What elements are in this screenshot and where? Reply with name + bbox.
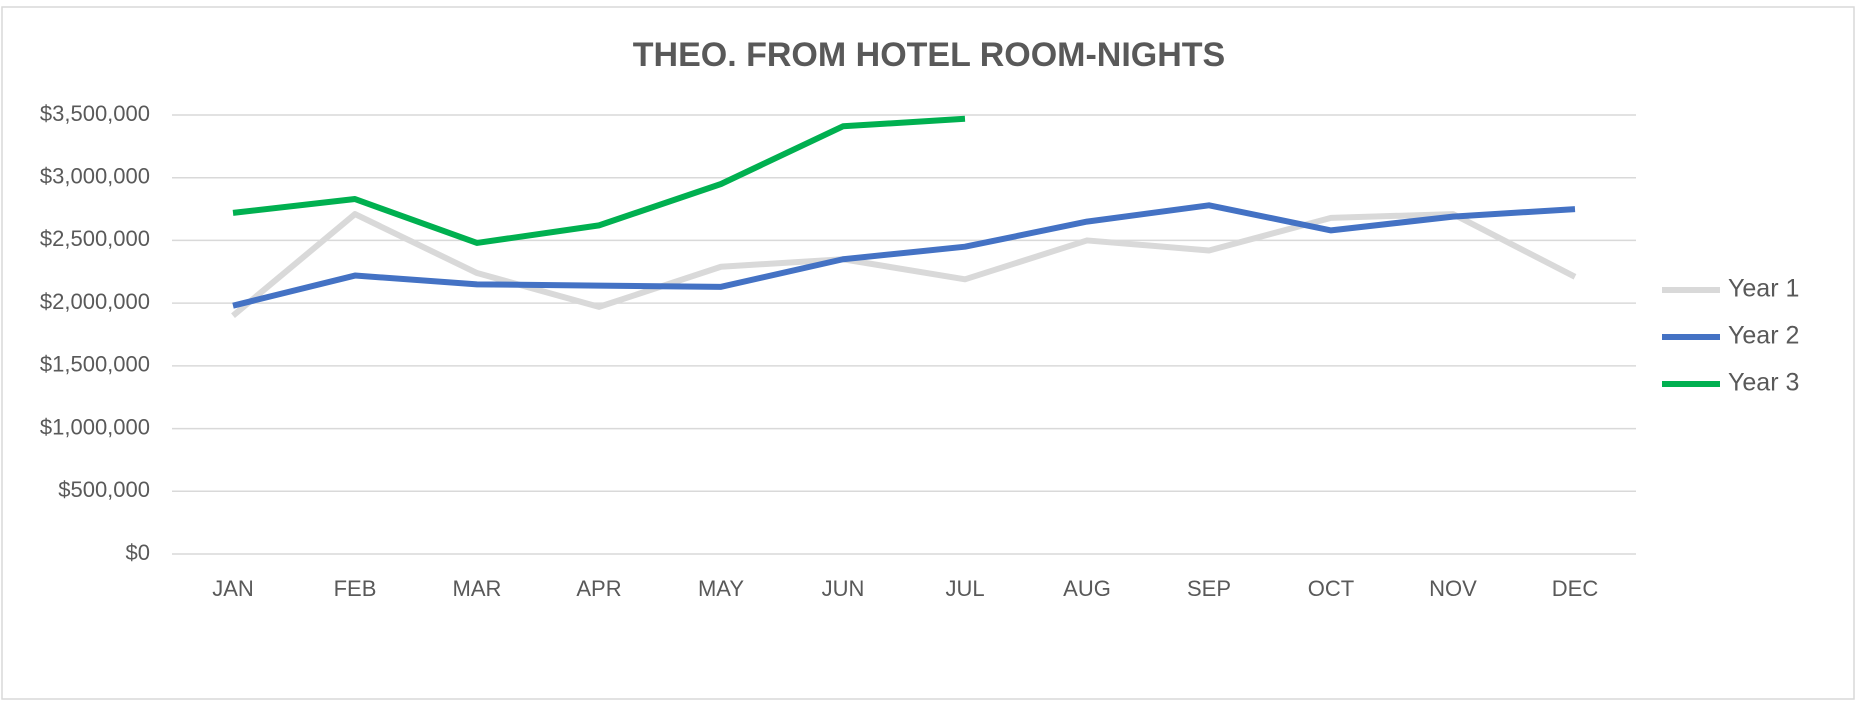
x-tick-label: FEB (334, 576, 377, 601)
x-tick-label: JUL (945, 576, 984, 601)
x-tick-label: JAN (212, 576, 254, 601)
legend-label: Year 3 (1728, 369, 1799, 397)
legend-label: Year 1 (1728, 275, 1799, 303)
series-line (231, 211, 1577, 318)
series-line (232, 115, 966, 246)
x-tick-label: DEC (1552, 576, 1599, 601)
x-tick-label: APR (576, 576, 621, 601)
series-line (232, 202, 1576, 309)
y-tick-label: $3,500,000 (40, 101, 150, 126)
x-tick-label: MAR (453, 576, 502, 601)
y-tick-label: $2,000,000 (40, 289, 150, 314)
y-tick-label: $2,500,000 (40, 226, 150, 251)
x-tick-label: AUG (1063, 576, 1111, 601)
y-tick-label: $500,000 (58, 477, 150, 502)
x-tick-label: OCT (1308, 576, 1354, 601)
legend-label: Year 2 (1728, 322, 1799, 350)
y-tick-label: $3,000,000 (40, 164, 150, 189)
x-tick-label: SEP (1187, 576, 1231, 601)
y-tick-label: $1,500,000 (40, 352, 150, 377)
x-tick-label: NOV (1429, 576, 1477, 601)
x-tick-label: MAY (698, 576, 744, 601)
x-tick-label: JUN (822, 576, 865, 601)
y-tick-label: $0 (126, 540, 150, 565)
y-tick-label: $1,000,000 (40, 414, 150, 439)
chart-title: THEO. FROM HOTEL ROOM-NIGHTS (633, 36, 1225, 74)
